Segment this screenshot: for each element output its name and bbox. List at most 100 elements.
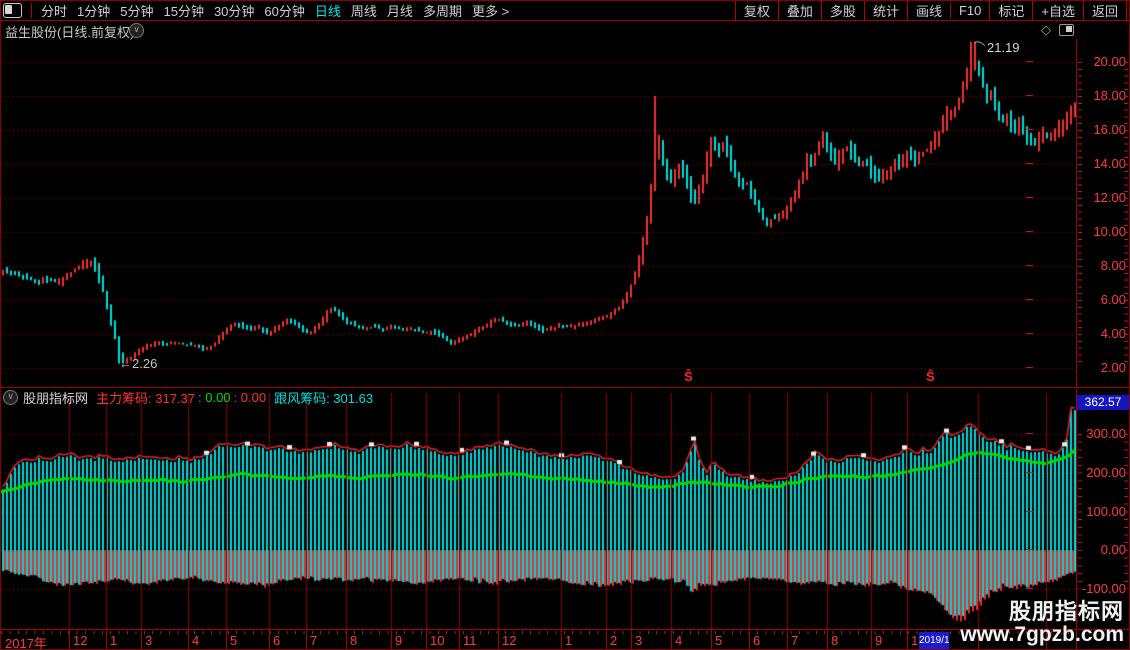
month-label: 1 (565, 633, 573, 648)
menu-item-60分钟[interactable]: 60分钟 (264, 3, 305, 19)
menu-item-更多[interactable]: 更多 > (471, 3, 510, 19)
chevron-down-icon[interactable]: ∨ (3, 389, 18, 405)
month-label: 4 (675, 633, 683, 648)
sell-signal-marker: Ŝ (926, 369, 935, 384)
month-gridline (827, 630, 828, 649)
peak-price-annotation: 21.19 (987, 40, 1020, 55)
axis-tick-label: 14.00 (1026, 156, 1129, 171)
month-label: 11 (463, 633, 477, 648)
sell-signal-marker: Ŝ (684, 369, 693, 384)
month-label: 8 (350, 633, 358, 648)
main-price-chart[interactable] (1, 39, 1076, 387)
axis-tick-label: 0.00 (1026, 542, 1129, 557)
menu-item-统计[interactable]: 统计 (863, 1, 907, 20)
menu-item-月线[interactable]: 月线 (386, 3, 413, 19)
axis-tick-label: 200.00 (1026, 465, 1129, 480)
month-gridline (1046, 630, 1047, 649)
axis-minor-ticks (1124, 434, 1128, 589)
price-axis: 20.00 18.00 16.00 14.00 12.00 10.00 8.00 6.00 4.… (1026, 39, 1129, 387)
month-label: 3 (635, 633, 643, 648)
month-label: 10 (430, 633, 445, 648)
month-gridline (188, 630, 189, 649)
month-label: 9 (875, 633, 883, 648)
indicator-chart[interactable] (1, 389, 1076, 629)
month-label: 4 (192, 633, 200, 648)
chart-title-row: 益生股份(日线.前复权) ∨ ◇ (1, 20, 1129, 40)
panel-icon[interactable] (1059, 24, 1074, 36)
month-gridline (269, 630, 270, 649)
signal-value-2: : 0.00 (233, 389, 267, 405)
menu-item-F10[interactable]: F10 (949, 3, 989, 18)
month-gridline (749, 630, 750, 649)
menu-item-日线[interactable]: 日线 (314, 3, 341, 19)
chevron-down-icon[interactable]: ∨ (129, 23, 144, 38)
menu-item-30分钟[interactable]: 30分钟 (213, 3, 255, 19)
month-label: 6 (753, 633, 761, 648)
month-label: 3 (145, 633, 153, 648)
month-gridline (391, 630, 392, 649)
month-label: 7 (791, 633, 799, 648)
menu-item-叠加[interactable]: 叠加 (777, 1, 821, 20)
menu-item-画线[interactable]: 画线 (906, 1, 950, 20)
menu-item-1分钟[interactable]: 1分钟 (77, 3, 111, 19)
axis-tick-label: 100.00 (1026, 504, 1129, 519)
axis-minor-ticks (1078, 434, 1082, 589)
axis-minor-ticks (1124, 62, 1128, 368)
indicator-header: ∨ 股朋指标网 主力筹码: 317.37 : 0.00 : 0.00 跟风筹码:… (3, 389, 373, 406)
month-label: 9 (395, 633, 403, 648)
menu-item-多周期[interactable]: 多周期 (422, 3, 462, 19)
axis-tick-label: 20.00 (1026, 54, 1129, 69)
menu-item-自选[interactable]: +自选 (1032, 1, 1083, 20)
month-gridline (871, 630, 872, 649)
indicator-axis: 300.00 200.00 100.00 0.00 -100.00 (1026, 389, 1129, 629)
diamond-icon[interactable]: ◇ (1041, 22, 1051, 37)
menu-item-标记[interactable]: 标记 (989, 1, 1032, 20)
month-gridline (711, 630, 712, 649)
month-gridline (978, 630, 979, 649)
month-gridline (606, 630, 607, 649)
month-gridline (106, 630, 107, 649)
last-value-box: 362.57 (1077, 395, 1129, 410)
month-gridline (787, 630, 788, 649)
month-gridline (671, 630, 672, 649)
month-label: 6 (273, 633, 281, 648)
menu-item-多股[interactable]: 多股 (820, 1, 864, 20)
axis-tick-label: 16.00 (1026, 122, 1129, 137)
menu-item-15分钟[interactable]: 15分钟 (163, 3, 204, 19)
month-label: 5 (715, 633, 723, 648)
axis-tick-label: 6.00 (1026, 292, 1129, 307)
top-menu-bar: 分时 1分钟 5分钟 15分钟 30分钟 60分钟 日线 周线 月线 多周期 更多 > 复权 叠加 多股… (1, 1, 1129, 21)
month-label: 2 (610, 633, 618, 648)
month-gridline (498, 630, 499, 649)
axis-tick-label: -100.00 (1026, 581, 1129, 596)
trough-price-annotation: ←2.26 (119, 356, 158, 371)
main-chips-value: 主力筹码: 317.37 (96, 390, 196, 406)
menu-separator (31, 3, 32, 18)
month-gridline (306, 630, 307, 649)
menu-item-分时[interactable]: 分时 (41, 3, 68, 19)
time-minor-ticks (1, 631, 1076, 634)
axis-tick-label: 8.00 (1026, 258, 1129, 273)
month-label: 5 (230, 633, 238, 648)
time-axis: 2017年 2019/1 121345678910111212345678910 (1, 629, 1129, 650)
month-label: 7 (310, 633, 318, 648)
chart-title: 益生股份(日线.前复权) (5, 25, 135, 40)
menu-item-返回[interactable]: 返回 (1082, 1, 1127, 20)
month-label: 8 (831, 633, 839, 648)
month-gridline (907, 630, 908, 649)
month-label: 1 (110, 633, 118, 648)
year-label: 2017年 (5, 636, 47, 650)
period-menu: 分时 1分钟 5分钟 15分钟 30分钟 60分钟 日线 周线 月线 多周期 更多 > (3, 1, 514, 20)
menu-item-5分钟[interactable]: 5分钟 (120, 3, 154, 19)
month-gridline (69, 630, 70, 649)
menu-item-复权[interactable]: 复权 (734, 1, 778, 20)
axis-tick-label: 10.00 (1026, 224, 1129, 239)
window-layout-icon[interactable] (3, 3, 22, 18)
axis-tick-label: 18.00 (1026, 88, 1129, 103)
indicator-source-label: 股朋指标网 (23, 390, 89, 406)
menu-item-周线[interactable]: 周线 (350, 3, 377, 19)
month-gridline (141, 630, 142, 649)
axis-tick-label: 2.00 (1026, 360, 1129, 375)
panel-separator (1, 387, 1129, 388)
tools-menu: 复权 叠加 多股 统计 画线 F10 标记 +自选 返回 (734, 1, 1127, 20)
